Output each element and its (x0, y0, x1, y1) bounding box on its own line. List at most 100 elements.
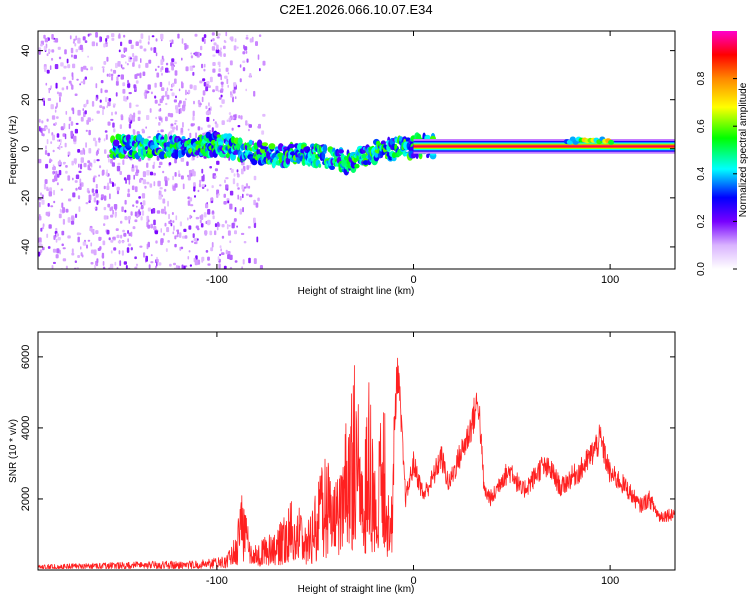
heatmap-noise-cell (67, 154, 70, 157)
heatmap-noise-cell (217, 33, 221, 36)
heatmap-noise-cell (91, 188, 95, 193)
heatmap-noise-cell (68, 116, 72, 122)
heatmap-noise-cell (233, 218, 237, 222)
heatmap-noise-cell (107, 154, 110, 159)
heatmap-noise-cell (212, 38, 215, 42)
heatmap-noise-cell (113, 128, 116, 133)
heatmap-noise-cell (155, 68, 157, 72)
heatmap-noise-cell (171, 58, 175, 63)
heatmap-noise-cell (56, 133, 60, 138)
heatmap-noise-cell (205, 220, 208, 225)
heatmap-noise-cell (80, 182, 84, 187)
heatmap-noise-cell (164, 222, 167, 227)
heatmap-noise-cell (111, 33, 115, 38)
heatmap-noise-cell (248, 124, 252, 128)
heatmap-noise-cell (234, 38, 237, 43)
heatmap-noise-cell (123, 261, 127, 265)
heatmap-noise-cell (119, 124, 122, 129)
heatmap-noise-cell (57, 46, 61, 50)
heatmap-noise-cell (38, 237, 42, 243)
heatmap-noise-cell (48, 88, 50, 94)
heatmap-noise-cell (126, 247, 130, 253)
heatmap-noise-cell (253, 175, 257, 181)
heatmap-noise-cell (243, 186, 247, 189)
heatmap-noise-cell (95, 193, 99, 198)
heatmap-noise-cell (80, 157, 84, 163)
heatmap-noise-cell (42, 223, 45, 227)
heatmap-noise-cell (60, 126, 65, 131)
heatmap-noise-cell (155, 38, 158, 42)
heatmap-noise-cell (141, 210, 145, 216)
heatmap-noise-cell (152, 208, 156, 214)
heatmap-noise-cell (144, 93, 147, 96)
heatmap-noise-cell (166, 94, 170, 100)
heatmap-noise-cell (100, 80, 104, 84)
heatmap-noise-cell (121, 250, 124, 256)
heatmap-noise-cell (47, 188, 49, 192)
colorbar-ticks: 0.0 0.2 0.4 0.6 0.8 (696, 71, 737, 276)
heatmap-noise-cell (159, 81, 163, 87)
heatmap-noise-cell (177, 102, 181, 108)
heatmap-noise-cell (229, 60, 233, 66)
heatmap-noise-cell (156, 72, 160, 78)
heatmap-signal-cell (302, 157, 306, 165)
heatmap-noise-cell (127, 243, 132, 247)
heatmap-noise-cell (170, 113, 174, 118)
heatmap-noise-cell (245, 34, 249, 37)
heatmap-noise-cell (219, 184, 222, 187)
heatmap-signal-cell (158, 151, 166, 160)
heatmap-noise-cell (76, 267, 79, 269)
heatmap-noise-cell (197, 189, 200, 193)
heatmap-noise-cell (134, 186, 138, 193)
heatmap-noise-cell (183, 265, 186, 269)
heatmap-noise-cell (221, 235, 225, 239)
heatmap-noise-cell (166, 87, 169, 92)
heatmap-noise-cell (88, 129, 91, 136)
heatmap-noise-cell (153, 181, 156, 187)
heatmap-noise-cell (127, 79, 129, 84)
heatmap-noise-cell (112, 69, 117, 74)
heatmap-noise-cell (238, 115, 241, 119)
heatmap-noise-cell (133, 174, 135, 180)
heatmap-noise-cell (96, 159, 100, 162)
heatmap-noise-cell (201, 184, 205, 187)
heatmap-signal-cell (288, 143, 295, 149)
heatmap-noise-cell (130, 211, 133, 216)
heatmap-noise-cell (253, 199, 256, 206)
heatmap-noise-cell (84, 76, 87, 80)
heatmap-noise-cell (211, 185, 214, 189)
heatmap-noise-cell (83, 149, 86, 155)
heatmap-noise-cell (168, 162, 172, 166)
heatmap-noise-cell (134, 219, 138, 223)
heatmap-noise-cell (45, 163, 49, 169)
heatmap-noise-cell (41, 199, 45, 205)
heatmap-noise-cell (109, 207, 112, 212)
heatmap-noise-cell (96, 42, 98, 47)
heatmap-noise-cell (105, 134, 108, 140)
heatmap-noise-cell (117, 61, 121, 67)
heatmap-noise-cell (135, 200, 139, 204)
heatmap-noise-cell (208, 107, 211, 111)
heatmap-noise-cell (126, 96, 129, 100)
heatmap-noise-cell (164, 188, 167, 192)
heatmap-noise-cell (142, 179, 147, 185)
heatmap-signal-cell (218, 141, 224, 147)
heatmap-noise-cell (259, 265, 263, 269)
heatmap-noise-cell (80, 163, 83, 170)
heatmap-noise-cell (131, 166, 135, 172)
heatmap-noise-cell (100, 88, 103, 94)
heatmap-noise-cell (140, 216, 143, 221)
heatmap-noise-cell (178, 170, 180, 174)
heatmap-signal-cell (353, 158, 357, 164)
heatmap-noise-cell (160, 238, 164, 243)
heatmap-noise-cell (103, 138, 106, 142)
heatmap-noise-cell (43, 34, 46, 39)
heatmap-noise-cell (91, 229, 95, 233)
heatmap-noise-cell (159, 161, 163, 166)
heatmap-noise-cell (177, 229, 179, 235)
heatmap-noise-cell (199, 219, 202, 224)
heatmap-noise-cell (181, 57, 183, 61)
heatmap-noise-cell (215, 123, 219, 128)
heatmap-noise-cell (139, 178, 142, 183)
heatmap-noise-cell (115, 80, 119, 86)
